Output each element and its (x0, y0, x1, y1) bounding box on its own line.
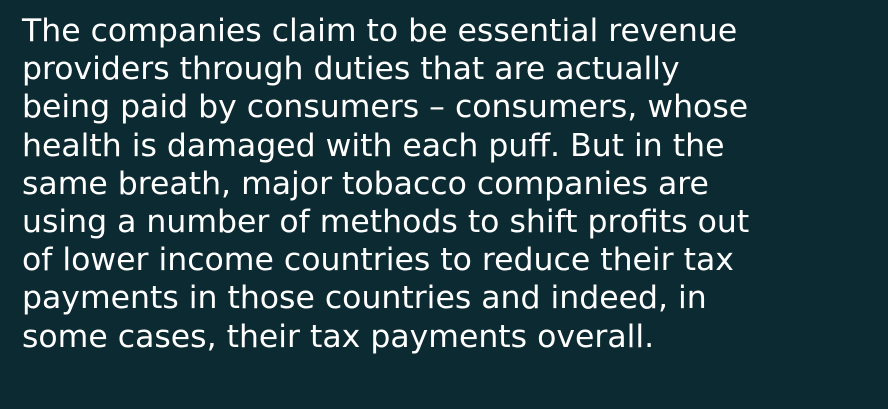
text-line: some cases, their tax payments overall. (22, 318, 655, 355)
text-line: providers through duties that are actual… (22, 51, 680, 88)
text-line: The companies claim to be essential reve… (22, 13, 738, 49)
text-line: same breath, major tobacco companies are (22, 165, 709, 202)
text-line: payments in those countries and indeed, … (22, 280, 707, 317)
text-line: being paid by consumers – consumers, who… (22, 89, 749, 126)
text-line: of lower income countries to reduce thei… (22, 242, 734, 279)
text-line: health is damaged with each puff. But in… (22, 127, 725, 164)
text-line: using a number of methods to shift profi… (22, 204, 750, 241)
